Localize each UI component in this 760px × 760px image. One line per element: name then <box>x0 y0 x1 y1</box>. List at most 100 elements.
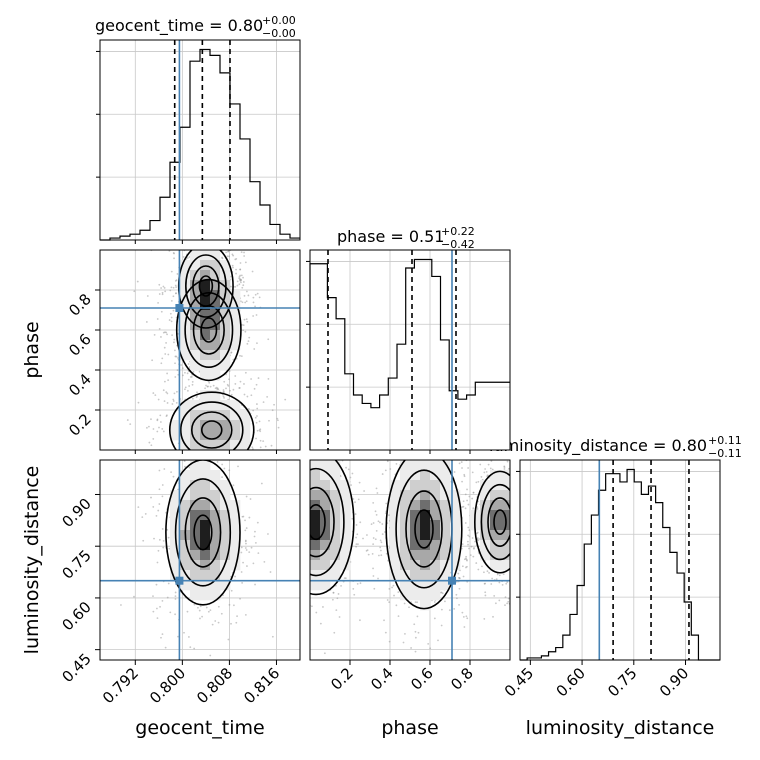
scatter-geocent-time-vs-phase-density-cell <box>200 370 211 381</box>
scatter-phase-vs-luminosity-distance-contour-mode2-level3 <box>493 509 507 535</box>
scatter-geocent-time-vs-phase-sample-point <box>156 418 159 421</box>
scatter-geocent-time-vs-phase-density-cell <box>240 410 251 421</box>
scatter-phase-vs-luminosity-distance-sample-point <box>413 623 416 626</box>
scatter-phase-vs-luminosity-distance-sample-point <box>354 513 357 515</box>
scatter-phase-vs-luminosity-distance-sample-point <box>305 514 307 516</box>
scatter-geocent-time-vs-phase-sample-point <box>226 244 228 246</box>
scatter-geocent-time-vs-luminosity-distance-sample-point <box>241 515 244 518</box>
hist-geocent-time-step <box>100 48 300 241</box>
scatter-phase-vs-luminosity-distance-sample-point <box>496 573 499 576</box>
scatter-geocent-time-vs-luminosity-distance-density-cell <box>200 570 211 581</box>
scatter-phase-vs-luminosity-distance-sample-point <box>303 436 305 438</box>
scatter-geocent-time-vs-luminosity-distance-sample-point <box>164 646 167 649</box>
scatter-geocent-time-vs-phase-sample-point <box>243 251 245 254</box>
scatter-phase-vs-luminosity-distance-sample-point <box>489 467 492 470</box>
scatter-phase-vs-luminosity-distance-sample-point <box>300 456 302 458</box>
scatter-geocent-time-vs-phase-sample-point <box>175 292 177 295</box>
scatter-phase-vs-luminosity-distance-sample-point <box>355 524 358 526</box>
scatter-phase-vs-luminosity-distance-density-cell <box>430 520 441 531</box>
scatter-phase-vs-luminosity-distance-sample-point <box>303 469 305 471</box>
scatter-geocent-time-vs-phase-sample-point <box>192 370 195 373</box>
xtick-label-luminosity-distance-1: 0.60 <box>553 664 589 700</box>
scatter-phase-vs-luminosity-distance-sample-point <box>370 523 373 526</box>
scatter-phase-vs-luminosity-distance-density-cell <box>400 520 411 531</box>
scatter-phase-vs-luminosity-distance-density-cell <box>490 500 501 511</box>
scatter-phase-vs-luminosity-distance-sample-point <box>511 520 513 522</box>
scatter-geocent-time-vs-luminosity-distance-sample-point <box>203 454 205 456</box>
hist-luminosity-distance-background <box>520 460 720 660</box>
scatter-geocent-time-vs-phase-sample-point <box>187 450 189 452</box>
scatter-geocent-time-vs-luminosity-distance-density-cell <box>230 560 241 571</box>
scatter-phase-vs-luminosity-distance-sample-point <box>463 558 466 561</box>
scatter-geocent-time-vs-phase-sample-point <box>212 453 214 455</box>
scatter-geocent-time-vs-phase-sample-point <box>240 453 242 455</box>
scatter-phase-vs-luminosity-distance-sample-point <box>481 453 483 455</box>
scatter-geocent-time-vs-phase-sample-point <box>152 392 155 394</box>
x-axis-label-geocent-time: geocent_time <box>135 717 264 739</box>
scatter-geocent-time-vs-luminosity-distance-sample-point <box>161 599 164 602</box>
scatter-phase-vs-luminosity-distance-sample-point <box>477 568 480 571</box>
scatter-geocent-time-vs-luminosity-distance-sample-point <box>246 565 248 567</box>
scatter-geocent-time-vs-luminosity-distance-contour-mode0-level3 <box>193 514 213 551</box>
scatter-geocent-time-vs-phase-density-cell <box>210 370 221 381</box>
scatter-geocent-time-vs-phase-sample-point <box>242 329 245 332</box>
scatter-phase-vs-luminosity-distance-sample-point <box>367 553 370 556</box>
scatter-phase-vs-luminosity-distance-sample-point <box>301 555 303 557</box>
scatter-phase-vs-luminosity-distance-density-cell <box>430 530 441 541</box>
scatter-phase-vs-luminosity-distance-density-cell <box>490 520 501 531</box>
scatter-geocent-time-vs-phase-sample-point <box>150 418 152 421</box>
scatter-phase-vs-luminosity-distance-density-cell <box>400 540 411 551</box>
scatter-phase-vs-luminosity-distance-sample-point <box>302 463 304 465</box>
scatter-geocent-time-vs-phase-sample-point <box>129 423 132 426</box>
scatter-geocent-time-vs-phase-sample-point <box>172 295 175 298</box>
scatter-phase-vs-luminosity-distance-sample-point <box>511 498 513 500</box>
scatter-geocent-time-vs-phase-sample-point <box>248 336 251 339</box>
scatter-phase-vs-luminosity-distance-sample-point <box>302 398 304 400</box>
scatter-geocent-time-vs-luminosity-distance-sample-point <box>157 509 160 512</box>
scatter-phase-vs-luminosity-distance-sample-point <box>372 575 375 577</box>
scatter-geocent-time-vs-phase-sample-point <box>201 456 203 458</box>
scatter-phase-vs-luminosity-distance-sample-point <box>483 582 486 585</box>
scatter-geocent-time-vs-phase-density-cell <box>190 250 201 261</box>
scatter-phase-vs-luminosity-distance-sample-point <box>472 547 475 550</box>
scatter-geocent-time-vs-phase-sample-point <box>160 287 163 289</box>
scatter-geocent-time-vs-phase-sample-point <box>159 414 162 417</box>
scatter-geocent-time-vs-phase-sample-point <box>240 251 243 254</box>
scatter-phase-vs-luminosity-distance-sample-point <box>448 609 451 612</box>
scatter-geocent-time-vs-phase-sample-point <box>267 377 270 380</box>
scatter-geocent-time-vs-luminosity-distance-sample-point <box>233 457 235 459</box>
scatter-geocent-time-vs-phase-sample-point <box>256 407 259 410</box>
scatter-phase-vs-luminosity-distance-sample-point <box>307 483 309 485</box>
scatter-geocent-time-vs-luminosity-distance-sample-point <box>257 552 260 555</box>
scatter-phase-vs-luminosity-distance-sample-point <box>305 624 307 626</box>
scatter-geocent-time-vs-phase-sample-point <box>240 300 242 303</box>
scatter-geocent-time-vs-phase-sample-point <box>158 283 161 286</box>
scatter-geocent-time-vs-luminosity-distance-density-cell <box>180 470 191 481</box>
scatter-phase-vs-luminosity-distance-density-cell <box>320 570 331 581</box>
scatter-geocent-time-vs-luminosity-distance-sample-point <box>244 547 247 549</box>
scatter-geocent-time-vs-phase-sample-point <box>148 441 151 444</box>
scatter-geocent-time-vs-phase-density-cell <box>180 420 191 431</box>
scatter-phase-vs-luminosity-distance-inner <box>300 398 519 655</box>
scatter-phase-vs-luminosity-distance-density-cell <box>480 530 491 541</box>
scatter-phase-vs-luminosity-distance-sample-point <box>517 592 519 594</box>
scatter-geocent-time-vs-phase-sample-point <box>206 385 209 388</box>
scatter-geocent-time-vs-luminosity-distance-density-cell <box>220 550 231 561</box>
scatter-phase-vs-luminosity-distance-density-cell <box>480 500 491 511</box>
scatter-geocent-time-vs-phase-sample-point <box>250 378 252 380</box>
scatter-geocent-time-vs-luminosity-distance-density-cell <box>200 470 211 481</box>
scatter-phase-vs-luminosity-distance-density-cell <box>330 530 341 541</box>
scatter-phase-vs-luminosity-distance-density-cell <box>430 540 441 551</box>
scatter-phase-vs-luminosity-distance-sample-point <box>498 599 501 602</box>
scatter-geocent-time-vs-luminosity-distance-density-cell <box>170 510 181 521</box>
scatter-geocent-time-vs-phase-sample-point <box>226 451 228 453</box>
scatter-geocent-time-vs-luminosity-distance-sample-point <box>209 452 211 454</box>
scatter-phase-vs-luminosity-distance-density-cell <box>330 520 341 531</box>
scatter-phase-vs-luminosity-distance-sample-point <box>380 554 383 557</box>
scatter-phase-vs-luminosity-distance-sample-point <box>302 506 304 508</box>
scatter-phase-vs-luminosity-distance-density-cell <box>400 590 411 601</box>
scatter-geocent-time-vs-phase-sample-point <box>166 402 169 404</box>
scatter-phase-vs-luminosity-distance-sample-point <box>483 618 486 620</box>
scatter-geocent-time-vs-phase-sample-point <box>126 419 129 421</box>
scatter-geocent-time-vs-phase-sample-point <box>256 292 259 295</box>
